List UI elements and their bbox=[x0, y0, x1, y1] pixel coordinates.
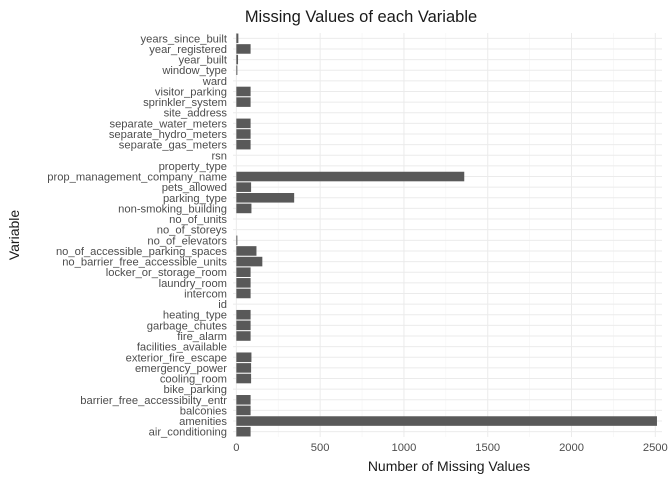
bar bbox=[236, 118, 251, 129]
y-tick-label: years_since_built bbox=[141, 33, 228, 45]
bars bbox=[236, 33, 657, 437]
x-tick-label: 0 bbox=[233, 442, 239, 454]
bar bbox=[236, 426, 251, 437]
y-tick-label: no_barrier_free_accessible_units bbox=[62, 257, 227, 269]
y-tick-label: exterior_fire_escape bbox=[126, 352, 227, 364]
x-tick-label: 1500 bbox=[475, 442, 500, 454]
y-tick-label: no_of_storeys bbox=[157, 225, 228, 237]
bar bbox=[236, 416, 657, 426]
bar bbox=[236, 309, 251, 320]
y-tick-label: cooling_room bbox=[160, 374, 227, 386]
bar bbox=[236, 171, 465, 182]
bar bbox=[236, 97, 251, 107]
y-tick-label: prop_management_company_name bbox=[47, 172, 227, 184]
y-tick-label: id bbox=[218, 299, 227, 311]
y-tick-labels: years_since_builtyear_registeredyear_bui… bbox=[47, 33, 228, 438]
y-tick-label: amenities bbox=[179, 416, 227, 428]
bar bbox=[236, 395, 251, 405]
y-tick-label: visitor_parking bbox=[155, 86, 227, 98]
y-axis-title: Variable bbox=[6, 210, 22, 261]
bar bbox=[236, 363, 252, 373]
bar bbox=[236, 235, 238, 246]
bar bbox=[236, 86, 251, 97]
y-tick-label: pets_allowed bbox=[162, 182, 227, 194]
y-tick-label: facilities_available bbox=[137, 342, 227, 354]
y-tick-label: year_built bbox=[178, 55, 227, 67]
x-tick-labels: 0 500 1000 1500 2000 2500 bbox=[233, 442, 668, 454]
bar bbox=[236, 288, 251, 299]
bar bbox=[236, 267, 251, 277]
y-tick-label: separate_hydro_meters bbox=[109, 129, 228, 141]
bar bbox=[236, 246, 257, 256]
y-tick-label: no_of_elevators bbox=[147, 235, 227, 247]
bar bbox=[236, 193, 295, 203]
bar bbox=[236, 182, 252, 192]
bar bbox=[236, 256, 263, 267]
bar bbox=[236, 139, 251, 150]
y-tick-label: parking_type bbox=[163, 193, 227, 205]
bar bbox=[236, 44, 251, 54]
bar bbox=[236, 405, 251, 416]
y-tick-label: separate_gas_meters bbox=[119, 140, 228, 152]
y-tick-label: balconies bbox=[180, 405, 228, 417]
y-tick-label: window_type bbox=[161, 65, 227, 77]
bar bbox=[236, 373, 252, 384]
x-tick-label: 1000 bbox=[391, 442, 416, 454]
y-tick-label: non-smoking_building bbox=[118, 203, 227, 215]
x-tick-label: 500 bbox=[311, 442, 330, 454]
x-tick-label: 2000 bbox=[559, 442, 584, 454]
y-tick-label: air_conditioning bbox=[149, 427, 227, 439]
y-tick-label: fire_alarm bbox=[177, 331, 227, 343]
y-tick-label: ward bbox=[202, 76, 227, 88]
bar bbox=[236, 54, 239, 65]
y-tick-label: bike_parking bbox=[164, 384, 227, 396]
bar bbox=[236, 278, 251, 288]
y-tick-label: year_registered bbox=[149, 44, 227, 56]
y-tick-label: emergency_power bbox=[135, 363, 227, 375]
y-tick-label: separate_water_meters bbox=[109, 118, 227, 130]
bar bbox=[236, 129, 251, 139]
y-tick-label: no_of_units bbox=[169, 214, 227, 226]
y-tick-label: no_of_accessible_parking_spaces bbox=[56, 246, 227, 258]
bar bbox=[236, 203, 252, 214]
y-tick-label: garbage_chutes bbox=[147, 320, 228, 332]
y-tick-label: site_address bbox=[164, 108, 228, 120]
y-tick-label: barrier_free_accessibilty_entr bbox=[80, 395, 227, 407]
bar bbox=[236, 33, 239, 44]
y-tick-label: property_type bbox=[159, 161, 227, 173]
y-tick-label: heating_type bbox=[163, 310, 227, 322]
x-tick-label: 2500 bbox=[643, 442, 668, 454]
y-tick-label: laundry_room bbox=[159, 278, 227, 290]
y-tick-label: rsn bbox=[211, 150, 227, 162]
bar bbox=[236, 331, 251, 341]
bar bbox=[236, 65, 238, 75]
chart-title: Missing Values of each Variable bbox=[245, 8, 477, 26]
x-axis-title: Number of Missing Values bbox=[368, 458, 530, 474]
grid bbox=[233, 33, 662, 437]
y-tick-label: locker_or_storage_room bbox=[106, 267, 227, 279]
y-tick-label: intercom bbox=[184, 288, 227, 300]
bar bbox=[236, 320, 251, 331]
bar bbox=[236, 352, 252, 363]
y-tick-label: sprinkler_system bbox=[143, 97, 227, 109]
